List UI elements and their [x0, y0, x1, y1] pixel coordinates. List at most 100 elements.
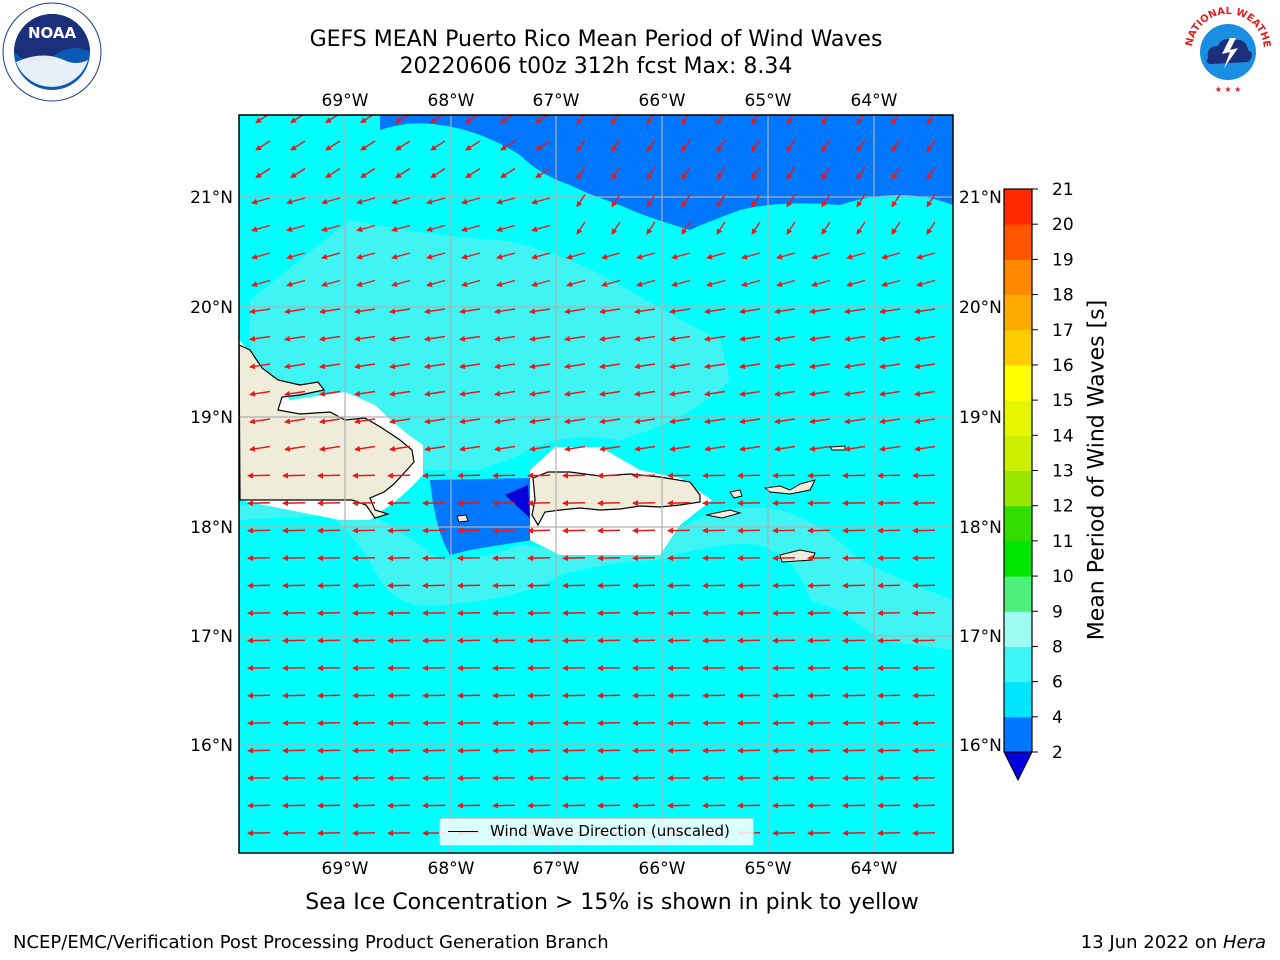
wind-arrow: [387, 500, 411, 507]
wind-arrow: [634, 418, 656, 425]
wind-arrow: [527, 720, 551, 727]
wind-arrow: [667, 720, 691, 727]
lat-label-left: 20°N: [190, 298, 233, 318]
wind-arrow: [891, 166, 901, 180]
lon-label-bottom: 64°W: [851, 859, 898, 879]
wind-arrow: [562, 555, 586, 562]
wind-arrow: [529, 308, 551, 315]
lat-label-left: 19°N: [190, 408, 233, 428]
wind-arrow: [632, 692, 656, 699]
wind-arrow: [247, 692, 271, 699]
wind-arrow: [632, 582, 656, 589]
wind-arrow: [564, 363, 586, 370]
wind-arrow: [681, 194, 691, 208]
wind-arrow: [527, 582, 551, 589]
wind-arrow: [496, 224, 516, 233]
lon-label-top: 68°W: [428, 91, 475, 111]
wind-arrow: [492, 747, 516, 754]
wind-arrow: [562, 610, 586, 617]
wind-arrow: [809, 390, 831, 397]
colorbar-tick-label: 6: [1052, 673, 1063, 693]
wind-arrow: [352, 720, 376, 727]
wind-arrow: [251, 224, 271, 233]
wind-arrow: [842, 692, 866, 699]
wind-arrow: [597, 802, 621, 809]
wind-arrow: [844, 363, 866, 370]
wind-arrow: [391, 224, 411, 233]
wind-arrow: [352, 692, 376, 699]
wind-arrow: [317, 637, 341, 644]
wind-arrow: [599, 445, 621, 452]
wind-arrow: [669, 308, 691, 315]
wind-arrow: [422, 610, 446, 617]
wind-arrow: [286, 279, 306, 288]
wind-arrow: [844, 418, 866, 425]
wind-arrow: [389, 363, 411, 370]
colorbar-tick-label: 2: [1052, 743, 1063, 763]
wind-arrow: [877, 775, 901, 782]
wind-arrow: [807, 775, 831, 782]
wind-arrow: [716, 194, 726, 208]
wind-arrow: [702, 665, 726, 672]
wind-arrow: [354, 363, 376, 370]
wind-arrow: [566, 279, 586, 288]
wind-arrow: [387, 802, 411, 809]
wind-arrow: [646, 221, 656, 235]
wave-period-below-2-zone: [505, 485, 530, 518]
wind-arrow: [739, 418, 761, 425]
wind-arrow: [247, 665, 271, 672]
wind-arrow: [842, 637, 866, 644]
wind-arrow: [811, 252, 831, 260]
wind-arrow: [634, 335, 656, 342]
wind-arrow: [807, 747, 831, 754]
wind-arrow: [430, 115, 444, 124]
wind-arrow: [704, 390, 726, 397]
wind-arrow: [282, 637, 306, 644]
wind-arrow: [529, 445, 551, 452]
wind-arrow: [562, 500, 586, 507]
wind-arrow: [811, 279, 831, 288]
wind-arrow: [879, 418, 901, 425]
wind-arrow: [809, 308, 831, 315]
wind-arrow: [564, 418, 586, 425]
wind-arrow: [457, 802, 481, 809]
noaa-logo: NOAA: [2, 2, 102, 102]
wind-arrow: [247, 472, 271, 479]
wind-arrow: [807, 610, 831, 617]
wind-arrow: [352, 637, 376, 644]
wind-arrow: [751, 139, 761, 153]
legend-line-sample: [448, 831, 478, 832]
colorbar-segment: [1004, 259, 1032, 296]
wind-arrow: [772, 527, 796, 534]
lon-label-top: 66°W: [639, 91, 686, 111]
wind-arrow: [597, 500, 621, 507]
wind-arrow: [704, 445, 726, 452]
wind-arrow: [669, 418, 691, 425]
wind-arrow: [634, 390, 656, 397]
wind-arrow: [459, 335, 481, 342]
wind-arrow: [702, 472, 726, 479]
colorbar-tick-label: 19: [1052, 250, 1074, 270]
wind-arrow: [492, 692, 516, 699]
wind-arrow: [422, 802, 446, 809]
wind-arrow: [249, 418, 271, 425]
wind-arrow: [282, 472, 306, 479]
wind-arrow: [844, 335, 866, 342]
wind-arrow: [774, 418, 796, 425]
wind-arrow: [842, 500, 866, 507]
wind-arrow: [457, 720, 481, 727]
wind-arrow: [492, 500, 516, 507]
wind-arrow: [632, 527, 656, 534]
wind-arrow: [496, 197, 516, 205]
wind-arrow: [457, 692, 481, 699]
wind-arrow: [461, 197, 481, 205]
wind-arrow: [809, 445, 831, 452]
colorbar-segment: [1004, 364, 1032, 401]
wind-arrow: [321, 197, 341, 205]
wind-arrow: [912, 692, 936, 699]
wind-arrow: [611, 166, 621, 180]
wind-arrow: [669, 363, 691, 370]
nws-logo: NATIONAL WEATHER SERVICE ★ ★ ★: [1178, 2, 1274, 96]
wind-arrow: [494, 335, 516, 342]
wind-arrow: [457, 637, 481, 644]
